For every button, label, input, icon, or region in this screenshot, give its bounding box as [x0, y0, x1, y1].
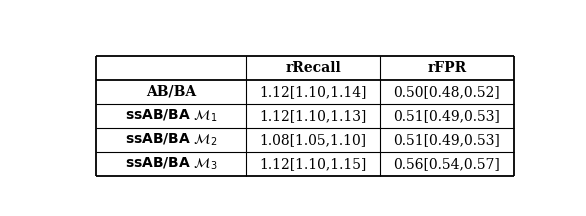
Text: $\mathbf{ssAB/BA}\ \mathcal{M}_3$: $\mathbf{ssAB/BA}\ \mathcal{M}_3$	[125, 156, 217, 172]
Text: 0.50[0.48,0.52]: 0.50[0.48,0.52]	[394, 85, 500, 99]
Text: rFPR: rFPR	[427, 61, 466, 75]
Text: rRecall: rRecall	[285, 61, 341, 75]
Text: 1.12[1.10,1.13]: 1.12[1.10,1.13]	[260, 109, 367, 123]
Text: 1.12[1.10,1.15]: 1.12[1.10,1.15]	[260, 157, 367, 171]
Text: 0.56[0.54,0.57]: 0.56[0.54,0.57]	[393, 157, 500, 171]
Text: AB/BA: AB/BA	[146, 85, 196, 99]
Text: 1.08[1.05,1.10]: 1.08[1.05,1.10]	[260, 133, 367, 147]
Text: 1.12[1.10,1.14]: 1.12[1.10,1.14]	[260, 85, 367, 99]
Text: $\mathbf{ssAB/BA}\ \mathcal{M}_2$: $\mathbf{ssAB/BA}\ \mathcal{M}_2$	[125, 132, 217, 148]
Text: 0.51[0.49,0.53]: 0.51[0.49,0.53]	[393, 133, 500, 147]
Text: $\mathbf{ssAB/BA}\ \mathcal{M}_1$: $\mathbf{ssAB/BA}\ \mathcal{M}_1$	[125, 108, 217, 124]
Text: 0.51[0.49,0.53]: 0.51[0.49,0.53]	[393, 109, 500, 123]
